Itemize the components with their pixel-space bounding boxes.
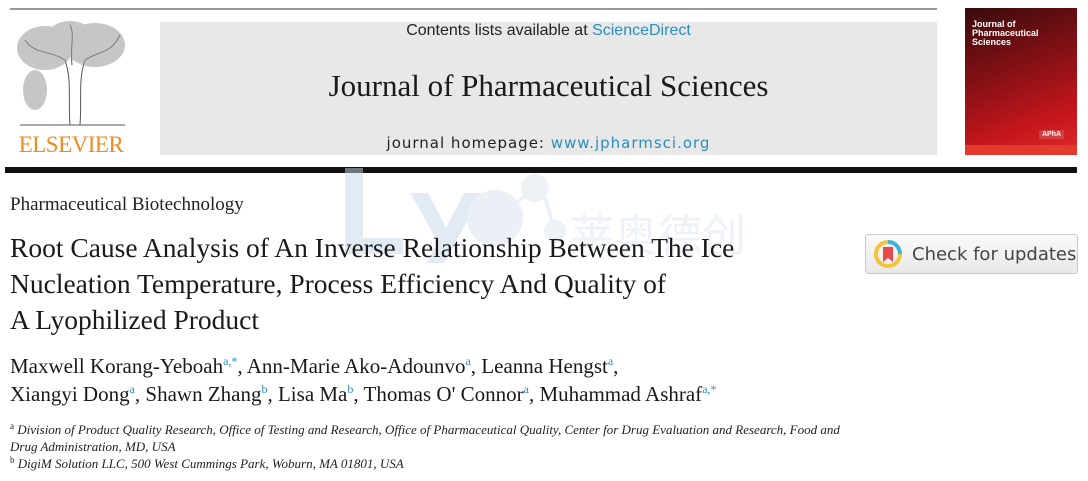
contents-text: Contents lists available at xyxy=(406,22,593,39)
cover-bar xyxy=(965,145,1077,155)
elsevier-wordmark: ELSEVIER xyxy=(18,132,124,157)
author-list: Maxwell Korang-Yeboaha,*, Ann-Marie Ako-… xyxy=(10,352,890,408)
apha-logo: APhA xyxy=(1039,130,1065,139)
journal-banner: Contents lists available at ScienceDirec… xyxy=(160,22,937,155)
tree-icon xyxy=(17,21,125,126)
author[interactable]: Xiangyi Donga xyxy=(10,382,135,406)
header-divider xyxy=(5,167,1077,173)
elsevier-logo: ELSEVIER xyxy=(10,20,132,158)
author[interactable]: Leanna Hengsta xyxy=(481,354,614,378)
affiliation-a: a Division of Product Quality Research, … xyxy=(10,421,840,455)
svg-text:莱奥德创: 莱奥德创 xyxy=(570,211,746,262)
author[interactable]: Shawn Zhangb xyxy=(145,382,268,406)
homepage-label: journal homepage: xyxy=(386,134,551,152)
title-line: Nucleation Temperature, Process Efficien… xyxy=(10,268,667,299)
homepage-link[interactable]: www.jpharmsci.org xyxy=(550,134,711,152)
author-line: Maxwell Korang-Yeboaha,*, Ann-Marie Ako-… xyxy=(10,354,619,378)
homepage-line: journal homepage: www.jpharmsci.org xyxy=(160,134,937,152)
title-line: A Lyophilized Product xyxy=(10,304,260,335)
author[interactable]: Ann-Marie Ako-Adounvoa xyxy=(246,354,471,378)
bookmark-ring-icon xyxy=(874,240,902,268)
article-section: Pharmaceutical Biotechnology xyxy=(10,194,244,215)
watermark: 莱奥德创 xyxy=(330,163,770,268)
contents-line: Contents lists available at ScienceDirec… xyxy=(160,22,937,40)
author[interactable]: Thomas O' Connora xyxy=(363,382,529,406)
author[interactable]: Maxwell Korang-Yeboaha,* xyxy=(10,354,238,378)
cover-title-line: Pharmaceutical xyxy=(972,28,1039,38)
cover-title-line: Journal of xyxy=(972,19,1016,29)
affiliations: a Division of Product Quality Research, … xyxy=(10,421,850,472)
cover-title-line: Sciences xyxy=(972,37,1012,47)
check-for-updates-label: Check for updates xyxy=(912,243,1077,265)
journal-cover: Journal of Pharmaceutical Sciences APhA xyxy=(965,8,1077,155)
affiliation-b: b DigiM Solution LLC, 500 West Cummings … xyxy=(10,455,404,472)
cover-title: Journal of Pharmaceutical Sciences xyxy=(972,20,1039,47)
check-for-updates-button[interactable]: Check for updates xyxy=(865,234,1078,274)
top-rule xyxy=(10,8,937,10)
title-line: Root Cause Analysis of An Inverse Relati… xyxy=(10,232,735,263)
author-line: Xiangyi Donga, Shawn Zhangb, Lisa Mab, T… xyxy=(10,382,717,406)
author[interactable]: Lisa Mab xyxy=(277,382,354,406)
article-title: Root Cause Analysis of An Inverse Relati… xyxy=(10,230,850,338)
author[interactable]: Muhammad Ashrafa,* xyxy=(539,382,717,406)
sciencedirect-link[interactable]: ScienceDirect xyxy=(592,22,691,39)
journal-title: Journal of Pharmaceutical Sciences xyxy=(328,68,769,103)
